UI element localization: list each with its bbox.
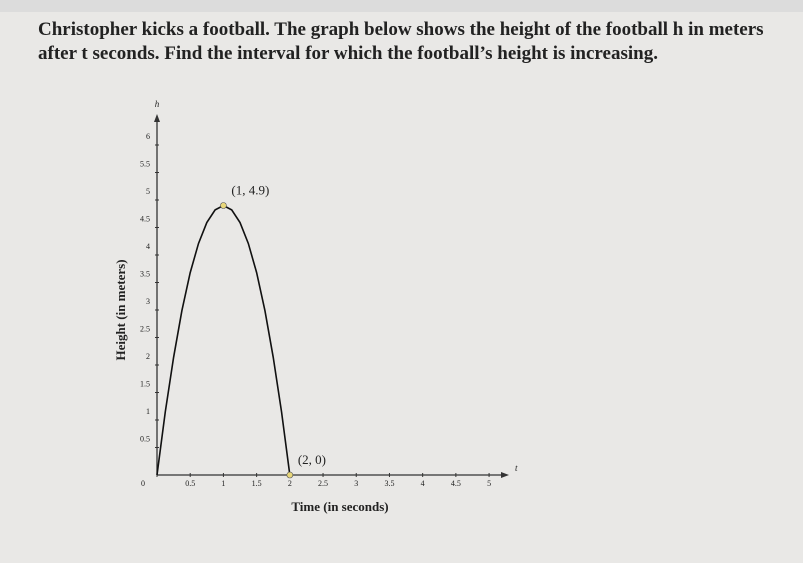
x-tick-label: 1 [221,479,225,488]
x-tick-label: 0 [141,479,145,488]
y-tick-label: 6 [146,132,150,141]
y-axis-name: h [155,99,160,109]
x-tick-label: 3 [354,479,358,488]
curve [156,204,291,476]
y-axis-label: Height (in meters) [113,259,128,360]
x-tick-label: 3.5 [384,479,394,488]
annotation: (2, 0) [298,452,326,467]
y-tick-label: 2 [146,352,150,361]
point-marker [286,471,294,479]
x-arrow [501,472,509,478]
y-tick-label: 2.5 [140,324,150,333]
y-tick-label: 3 [146,297,150,306]
x-axis-name: t [515,463,518,473]
x-tick-label: 0.5 [185,479,195,488]
x-axis-label: Time (in seconds) [291,499,388,514]
x-tick-label: 4.5 [451,479,461,488]
y-tick-label: 1 [146,407,150,416]
y-arrow [154,114,160,122]
x-tick-label: 5 [487,479,491,488]
point-marker [220,202,227,209]
question: Christopher kicks a football. The graph … [38,19,764,64]
browser-bar [0,0,803,12]
y-tick-label: 5.5 [140,159,150,168]
y-tick-label: 4 [146,242,150,251]
x-tick-label: 2 [288,479,292,488]
y-tick-label: 1.5 [140,379,150,388]
x-tick-label: 4 [421,479,425,488]
y-tick-label: 3.5 [140,269,150,278]
y-tick-label: 4.5 [140,214,150,223]
y-tick-label: 5 [146,187,150,196]
x-tick-label: 1.5 [252,479,262,488]
annotation: (1, 4.9) [231,182,269,197]
y-tick-label: 0.5 [140,434,150,443]
x-tick-label: 2.5 [318,479,328,488]
